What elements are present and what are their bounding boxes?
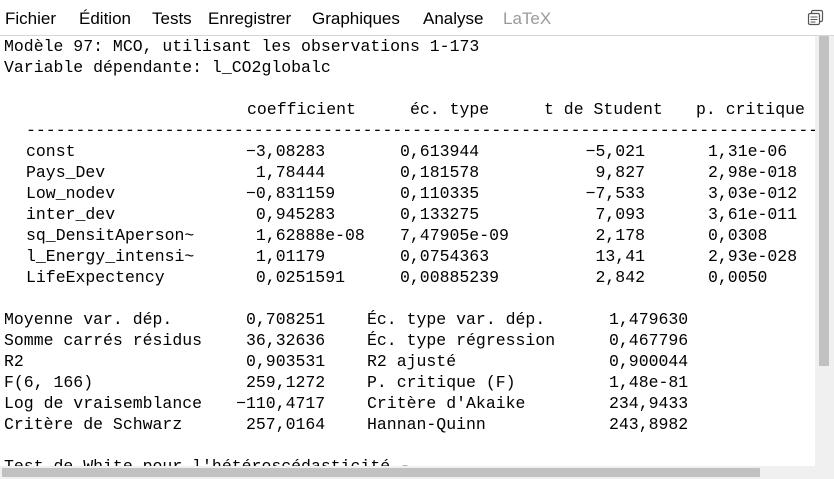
statistics-row: F(6, 166) 259,1272 P. critique (F) 1,48e-81 xyxy=(4,372,815,393)
variable-name: const xyxy=(26,142,76,161)
header-coefficient: coefficient xyxy=(247,100,356,119)
statistic-label: R2 ajusté xyxy=(367,352,457,371)
p-value: 3,61e-011 xyxy=(708,205,798,224)
header-p-value: p. critique xyxy=(696,100,805,119)
coefficient-value: 0,0251591 xyxy=(255,268,346,287)
p-value: 2,98e-018 xyxy=(708,163,798,182)
header-t-ratio: t de Student xyxy=(544,100,663,119)
std-error-value: 0,613944 xyxy=(400,142,480,161)
output-text-area[interactable]: Modèle 97: MCO, utilisant les observatio… xyxy=(0,36,815,466)
coefficient-value: 1,01179 xyxy=(255,247,326,266)
separator-line: ----------------------------------------… xyxy=(26,121,815,140)
std-error-value: 0,181578 xyxy=(400,163,480,182)
statistic-label: Éc. type régression xyxy=(367,331,556,350)
variable-name: inter_dev xyxy=(26,205,116,224)
std-error-value: 7,47905e-09 xyxy=(400,226,509,245)
p-value: 0,0050 xyxy=(708,268,768,287)
menu-tests[interactable]: Tests xyxy=(152,9,192,28)
std-error-value: 0,133275 xyxy=(400,205,480,224)
coefficient-row: const −3,08283 0,613944 −5,021 1,31e-06 xyxy=(4,141,815,162)
variable-name: l_Energy_intensi~ xyxy=(26,247,195,266)
statistic-value: 257,0164 xyxy=(246,415,326,434)
header-std-error: éc. type xyxy=(410,100,490,119)
statistics-row: Somme carrés résidus 36,32636 Éc. type rég… xyxy=(4,330,815,351)
t-ratio-value: −7,533 xyxy=(585,184,645,203)
variable-name: LifeExpectency xyxy=(26,268,165,287)
p-value: 1,31e-06 xyxy=(708,142,788,161)
menu-analyse[interactable]: Analyse xyxy=(423,9,484,28)
statistic-value: 0,900044 xyxy=(609,352,689,371)
statistic-label: R2 xyxy=(4,352,24,371)
coefficient-value: 0,945283 xyxy=(255,205,336,224)
t-ratio-value: 2,178 xyxy=(595,226,645,245)
copy-icon[interactable] xyxy=(806,8,826,28)
statistics-row: Critère de Schwarz 257,0164 Hannan-Quinn 24… xyxy=(4,414,815,435)
coefficient-row: sq_DensitAperson~ 1,62888e-08 7,47905e-09 2… xyxy=(4,225,815,246)
statistics-row: Moyenne var. dép. 0,708251 Éc. type var. d… xyxy=(4,309,815,330)
p-value: 0,0308 xyxy=(708,226,768,245)
coefficient-row: LifeExpectency 0,0251591 0,00885239 2,842 0,… xyxy=(4,267,815,288)
statistic-label: Éc. type var. dép. xyxy=(367,310,546,329)
statistic-label: Log de vraisemblance xyxy=(4,394,203,413)
statistics-row: Log de vraisemblance −110,4717 Critère d'A… xyxy=(4,393,815,414)
menu-graphiques[interactable]: Graphiques xyxy=(312,9,400,28)
dependent-variable: Variable dépendante: l_CO2globalc xyxy=(4,58,331,77)
statistic-value: 234,9433 xyxy=(609,394,689,413)
t-ratio-value: −5,021 xyxy=(585,142,645,161)
statistic-label: F(6, 166) xyxy=(4,373,94,392)
statistic-label: Critère de Schwarz xyxy=(4,415,183,434)
model-title: Modèle 97: MCO, utilisant les observatio… xyxy=(4,37,480,56)
menu-enregistrer[interactable]: Enregistrer xyxy=(208,9,292,28)
statistic-value: 0,903531 xyxy=(246,352,326,371)
statistic-value: 36,32636 xyxy=(246,331,326,350)
variable-name: Pays_Dev xyxy=(26,163,106,182)
menu-bar: Fichier Édition Tests Enregistrer Graphi… xyxy=(0,0,834,36)
menu-latex[interactable]: LaTeX xyxy=(503,9,552,28)
coefficient-row: Low_nodev −0,831159 0,110335 −7,533 3,03e-01… xyxy=(4,183,815,204)
coefficient-row: inter_dev 0,945283 0,133275 7,093 3,61e-011 xyxy=(4,204,815,225)
p-value: 3,03e-012 xyxy=(708,184,798,203)
coefficient-value: −3,08283 xyxy=(246,142,326,161)
vertical-scrollbar[interactable] xyxy=(815,36,834,466)
coefficient-value: 1,78444 xyxy=(255,163,326,182)
column-headers: coefficient éc. type t de Student p. cri… xyxy=(4,99,815,120)
statistic-value: 1,479630 xyxy=(609,310,689,329)
menu-edition[interactable]: Édition xyxy=(79,9,131,28)
variable-name: Low_nodev xyxy=(26,184,116,203)
std-error-value: 0,00885239 xyxy=(400,268,500,287)
coefficient-row: l_Energy_intensi~ 1,01179 0,0754363 13,41 2,… xyxy=(4,246,815,267)
statistics-row: R2 0,903531 R2 ajusté 0,900044 xyxy=(4,351,815,372)
t-ratio-value: 2,842 xyxy=(595,268,645,287)
statistic-label: Somme carrés résidus xyxy=(4,331,203,350)
horizontal-scrollbar[interactable] xyxy=(0,466,834,479)
statistic-value: 0,708251 xyxy=(246,310,326,329)
statistic-value: 1,48e-81 xyxy=(609,373,689,392)
white-test-heading: Test de White pour l'hétéroscédasticité … xyxy=(4,456,410,466)
statistic-value: −110,4717 xyxy=(236,394,326,413)
coefficient-value: 1,62888e-08 xyxy=(255,226,365,245)
menu-fichier[interactable]: Fichier xyxy=(5,9,57,28)
t-ratio-value: 7,093 xyxy=(595,205,645,224)
statistic-value: 243,8982 xyxy=(609,415,689,434)
coefficient-row: Pays_Dev 1,78444 0,181578 9,827 2,98e-018 xyxy=(4,162,815,183)
p-value: 2,93e-028 xyxy=(708,247,798,266)
statistic-label: P. critique (F) xyxy=(367,373,516,392)
vertical-scroll-thumb[interactable] xyxy=(819,36,829,366)
coefficient-value: −0,831159 xyxy=(246,184,336,203)
statistic-label: Critère d'Akaike xyxy=(367,394,526,413)
t-ratio-value: 9,827 xyxy=(595,163,645,182)
statistic-label: Moyenne var. dép. xyxy=(4,310,173,329)
variable-name: sq_DensitAperson~ xyxy=(26,226,195,245)
horizontal-scroll-thumb[interactable] xyxy=(2,468,760,477)
statistic-label: Hannan-Quinn xyxy=(367,415,486,434)
statistic-value: 0,467796 xyxy=(609,331,689,350)
t-ratio-value: 13,41 xyxy=(595,247,645,266)
statistic-value: 259,1272 xyxy=(246,373,326,392)
std-error-value: 0,110335 xyxy=(400,184,480,203)
std-error-value: 0,0754363 xyxy=(400,247,490,266)
